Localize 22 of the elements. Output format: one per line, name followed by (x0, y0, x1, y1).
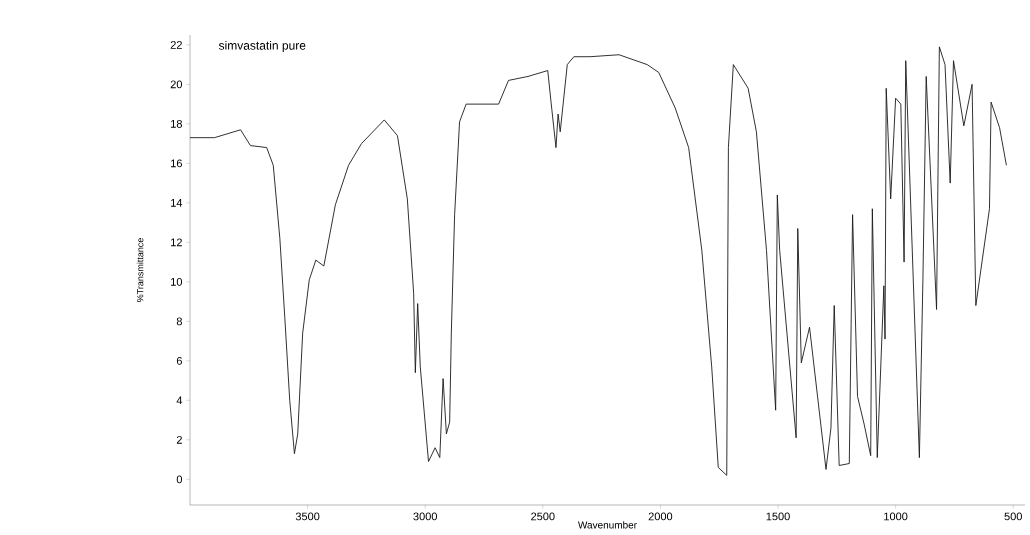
y-axis-title: %Transmittance (136, 238, 144, 303)
y-tick-label: 22 (170, 41, 182, 49)
x-axis-title: Wavenumber (577, 521, 637, 529)
y-tick-label: 12 (171, 238, 182, 247)
x-tick-label: 3000 (413, 512, 437, 521)
y-tick-label: 2 (176, 435, 182, 444)
y-tick-label: 16 (171, 159, 182, 168)
x-tick-label: 1500 (766, 512, 790, 521)
y-tick-label: 4 (176, 396, 183, 405)
y-tick-label: 18 (171, 119, 182, 128)
y-tick-label: 20 (170, 80, 183, 89)
x-tick-label: 3500 (295, 512, 320, 521)
x-tick-label: 2000 (648, 512, 673, 521)
x-tick-label: 1000 (884, 512, 908, 521)
y-tick-label: 10 (171, 277, 183, 286)
x-tick-label: 500 (1004, 512, 1022, 521)
y-tick-label: 14 (171, 199, 183, 207)
y-tick-label: 8 (176, 317, 182, 326)
y-tick-label: 6 (176, 356, 182, 365)
y-tick-label: 0 (176, 475, 183, 484)
x-tick-label: 2500 (531, 512, 555, 521)
annotation: simvastatin pure (218, 40, 306, 53)
